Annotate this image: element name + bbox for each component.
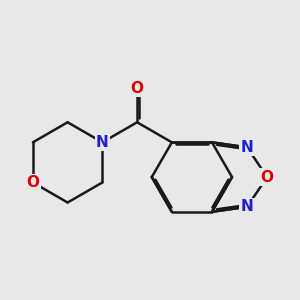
Text: O: O — [130, 81, 144, 96]
Text: N: N — [241, 140, 254, 155]
Text: O: O — [26, 175, 39, 190]
Text: N: N — [241, 199, 254, 214]
Text: O: O — [261, 169, 274, 184]
Text: N: N — [96, 135, 109, 150]
